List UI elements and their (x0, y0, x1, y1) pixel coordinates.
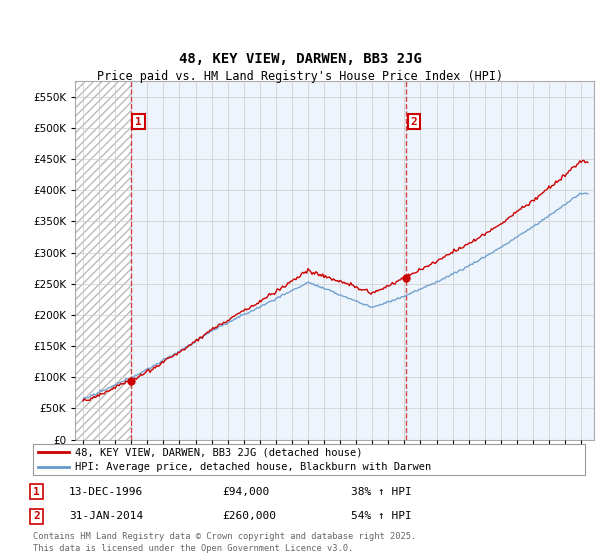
Text: 1: 1 (33, 487, 40, 497)
Text: 2: 2 (33, 511, 40, 521)
Text: 48, KEY VIEW, DARWEN, BB3 2JG: 48, KEY VIEW, DARWEN, BB3 2JG (179, 52, 421, 66)
Text: £260,000: £260,000 (222, 511, 276, 521)
Text: 31-JAN-2014: 31-JAN-2014 (69, 511, 143, 521)
FancyBboxPatch shape (33, 444, 585, 475)
Bar (131, 81, 594, 440)
Text: 2: 2 (410, 116, 417, 127)
Text: Contains HM Land Registry data © Crown copyright and database right 2025.
This d: Contains HM Land Registry data © Crown c… (33, 533, 416, 553)
Text: 1: 1 (135, 116, 142, 127)
Text: 38% ↑ HPI: 38% ↑ HPI (351, 487, 412, 497)
Text: 48, KEY VIEW, DARWEN, BB3 2JG (detached house): 48, KEY VIEW, DARWEN, BB3 2JG (detached … (74, 447, 362, 457)
Text: Price paid vs. HM Land Registry's House Price Index (HPI): Price paid vs. HM Land Registry's House … (97, 70, 503, 83)
Text: £94,000: £94,000 (222, 487, 269, 497)
Text: 54% ↑ HPI: 54% ↑ HPI (351, 511, 412, 521)
Text: HPI: Average price, detached house, Blackburn with Darwen: HPI: Average price, detached house, Blac… (74, 463, 431, 473)
Bar (75, 81, 131, 440)
Text: 13-DEC-1996: 13-DEC-1996 (69, 487, 143, 497)
